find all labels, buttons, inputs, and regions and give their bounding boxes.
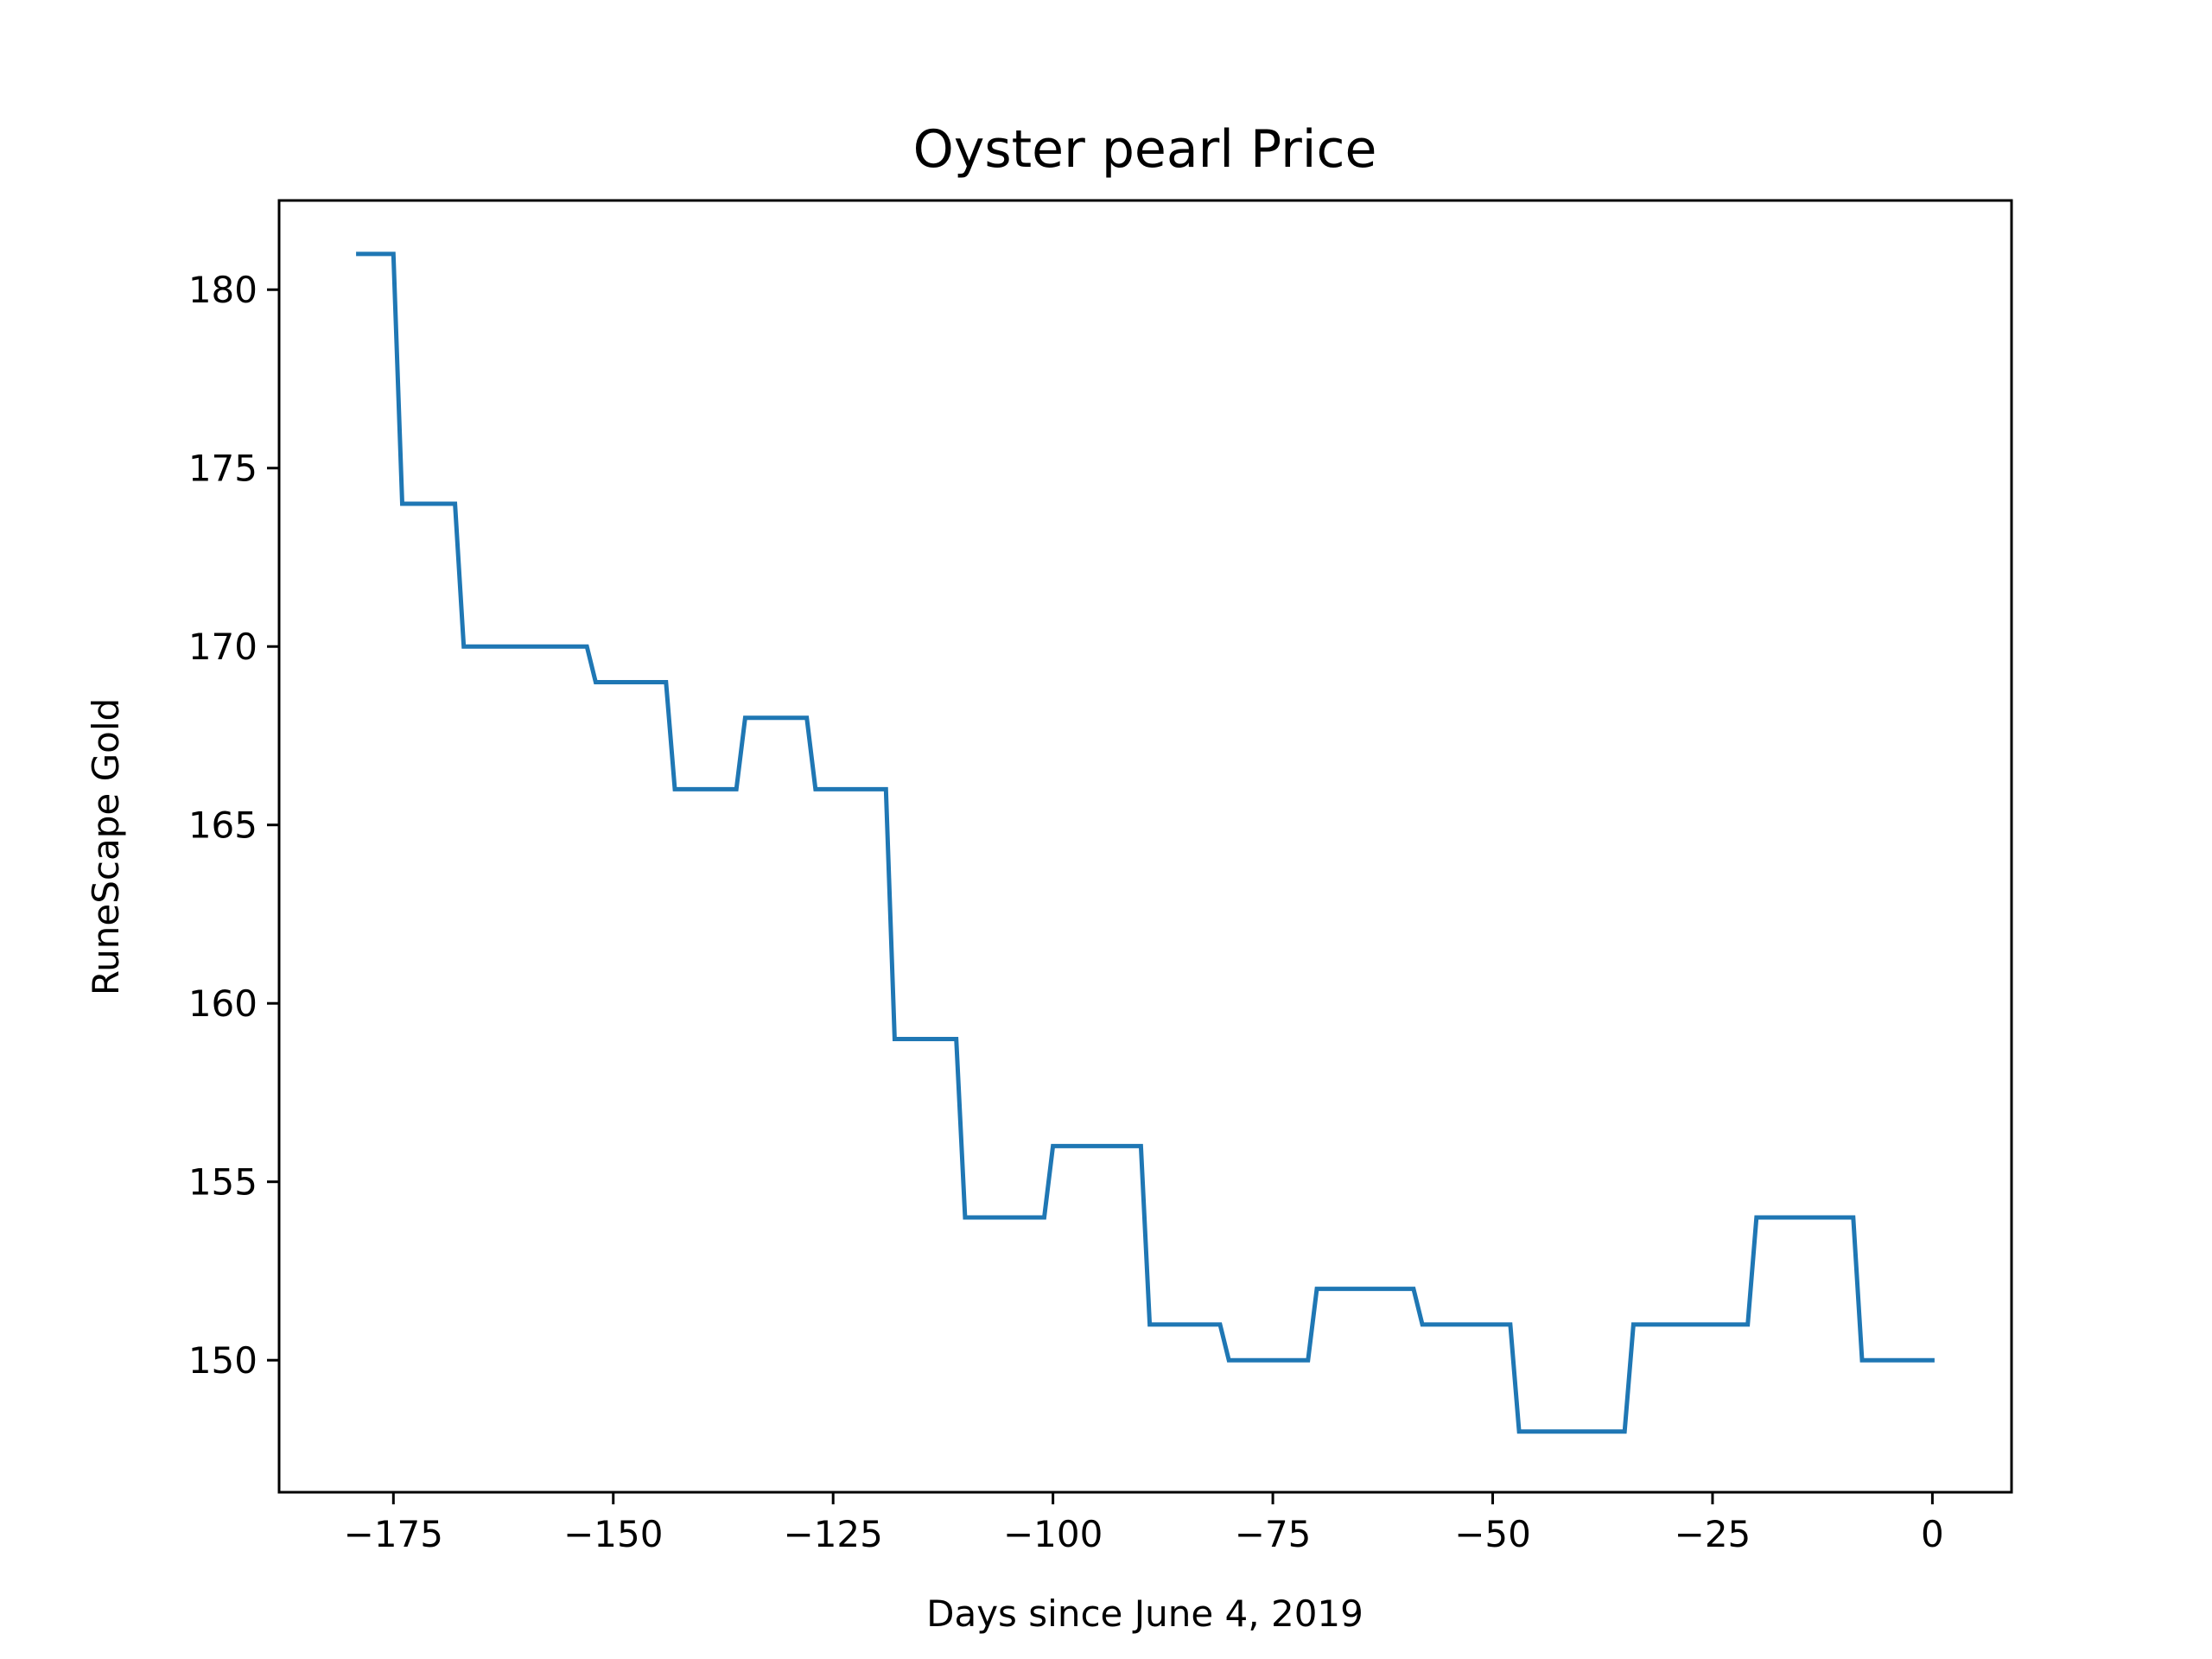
y-tick-label: 165 <box>188 804 257 847</box>
x-tick-label: −150 <box>563 1513 663 1555</box>
x-tick-label: −75 <box>1235 1513 1312 1555</box>
y-tick-label: 150 <box>188 1339 257 1382</box>
y-tick-label: 180 <box>188 269 257 311</box>
x-tick-label: −50 <box>1454 1513 1531 1555</box>
y-tick-label: 175 <box>188 448 257 490</box>
x-axis: −175 −150 −125 −100 −75 −50 −25 0 <box>344 1492 1944 1555</box>
y-tick-label: 170 <box>188 626 257 668</box>
y-axis: 150 155 160 165 170 175 180 <box>188 269 279 1382</box>
y-axis-label: RuneScape Gold <box>85 698 127 995</box>
series-line-1 <box>356 251 1935 1434</box>
axes-frame <box>277 199 2013 1494</box>
x-tick-label: −125 <box>784 1513 883 1555</box>
x-axis-label: Days since June 4, 2019 <box>926 1592 1363 1635</box>
y-tick-label: 155 <box>188 1161 257 1204</box>
chart-title: Oyster pearl Price <box>913 119 1377 180</box>
x-tick-label: 0 <box>1921 1513 1944 1555</box>
x-tick-label: −175 <box>344 1513 443 1555</box>
x-tick-label: −100 <box>1003 1513 1103 1555</box>
plot-area <box>356 251 1935 1434</box>
x-tick-label: −25 <box>1675 1513 1751 1555</box>
y-tick-label: 160 <box>188 982 257 1025</box>
